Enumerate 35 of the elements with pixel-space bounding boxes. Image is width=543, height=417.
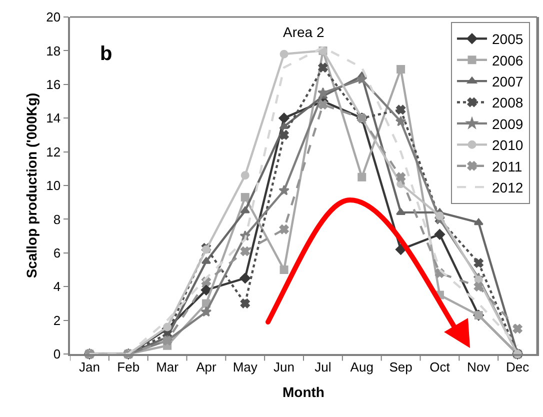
x-tick-label: Sep xyxy=(389,359,412,374)
annotation: Area 2 xyxy=(283,24,324,40)
x-tick-label: Aug xyxy=(350,359,374,374)
annotation: b xyxy=(100,43,112,65)
legend-label: 2008 xyxy=(492,94,524,111)
y-tick-label: 4 xyxy=(53,279,61,294)
x-tick-label: Jan xyxy=(78,359,100,374)
x-tick-label: Mar xyxy=(156,359,180,374)
legend-label: 2005 xyxy=(492,31,524,48)
x-tick-label: Dec xyxy=(506,359,530,374)
y-tick-label: 12 xyxy=(46,144,61,160)
y-tick-label: 18 xyxy=(46,43,61,58)
y-tick-label: 2 xyxy=(53,312,61,328)
y-tick-label: 0 xyxy=(53,346,61,362)
legend-label: 2006 xyxy=(492,52,524,68)
y-tick-label: 16 xyxy=(46,76,61,92)
x-tick-label: Jun xyxy=(274,359,295,374)
y-tick-label: 8 xyxy=(53,212,61,227)
x-axis-title: Month xyxy=(282,384,324,400)
legend-label: 2009 xyxy=(492,116,524,132)
y-tick-label: 6 xyxy=(53,245,61,260)
legend-label: 2010 xyxy=(492,137,524,154)
y-axis-title: Scallop production ('000Kg) xyxy=(23,92,40,278)
x-tick-label: May xyxy=(232,359,258,374)
x-tick-label: Oct xyxy=(430,359,450,374)
y-tick-label: 20 xyxy=(46,10,61,25)
legend-label: 2007 xyxy=(492,74,524,90)
x-tick-label: Nov xyxy=(467,359,491,374)
y-tick-label: 14 xyxy=(46,110,61,126)
y-tick-label: 10 xyxy=(46,178,61,194)
x-tick-label: Feb xyxy=(117,359,140,374)
x-tick-label: Apr xyxy=(196,359,217,374)
legend-label: 2011 xyxy=(492,158,522,174)
x-tick-label: Jul xyxy=(314,359,332,374)
legend-label: 2012 xyxy=(492,180,524,196)
